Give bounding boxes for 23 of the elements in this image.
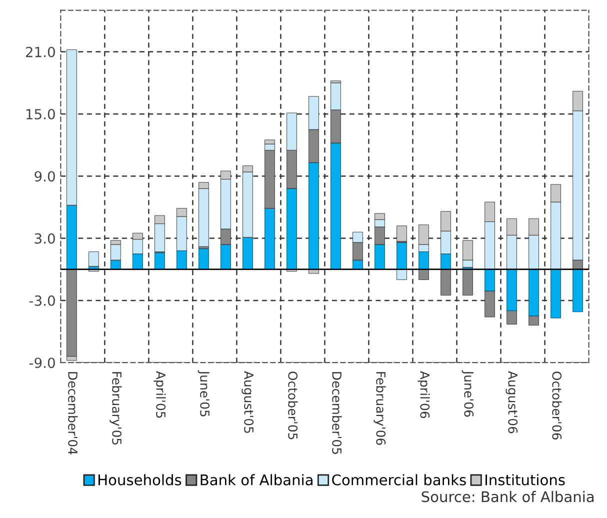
x-tick-label: June'05 [198,370,210,416]
x-tick-label: October'06 [552,372,562,440]
y-tick-label: 21.0 [26,46,55,58]
source-note: Source: Bank of Albania [422,490,594,502]
x-tick-label: August'05 [242,371,254,433]
y-tick-label: 3.0 [34,233,55,244]
x-tick-label: April'06 [418,371,430,418]
x-tick-label: August'06 [506,371,518,434]
y-tick-label: 15.0 [26,108,55,120]
legend-label: Institutions [486,474,565,486]
y-tick-label: -9.0 [29,358,55,368]
legend-label: Households [98,474,182,486]
x-tick-label: December'05 [332,372,342,454]
x-tick-label: October'05 [288,372,298,440]
x-tick-label: December'04 [68,372,78,454]
x-tick-label: February'06 [374,372,386,445]
x-tick-label: February'05 [110,372,122,445]
legend-label: Bank of Albania [200,474,312,486]
x-tick-label: April'05 [154,371,166,418]
y-tick-label: -3.0 [29,295,55,306]
legend-label: Commercial banks [332,474,466,486]
x-tick-label: June'06 [462,370,474,417]
y-tick-label: 9.0 [34,171,55,182]
